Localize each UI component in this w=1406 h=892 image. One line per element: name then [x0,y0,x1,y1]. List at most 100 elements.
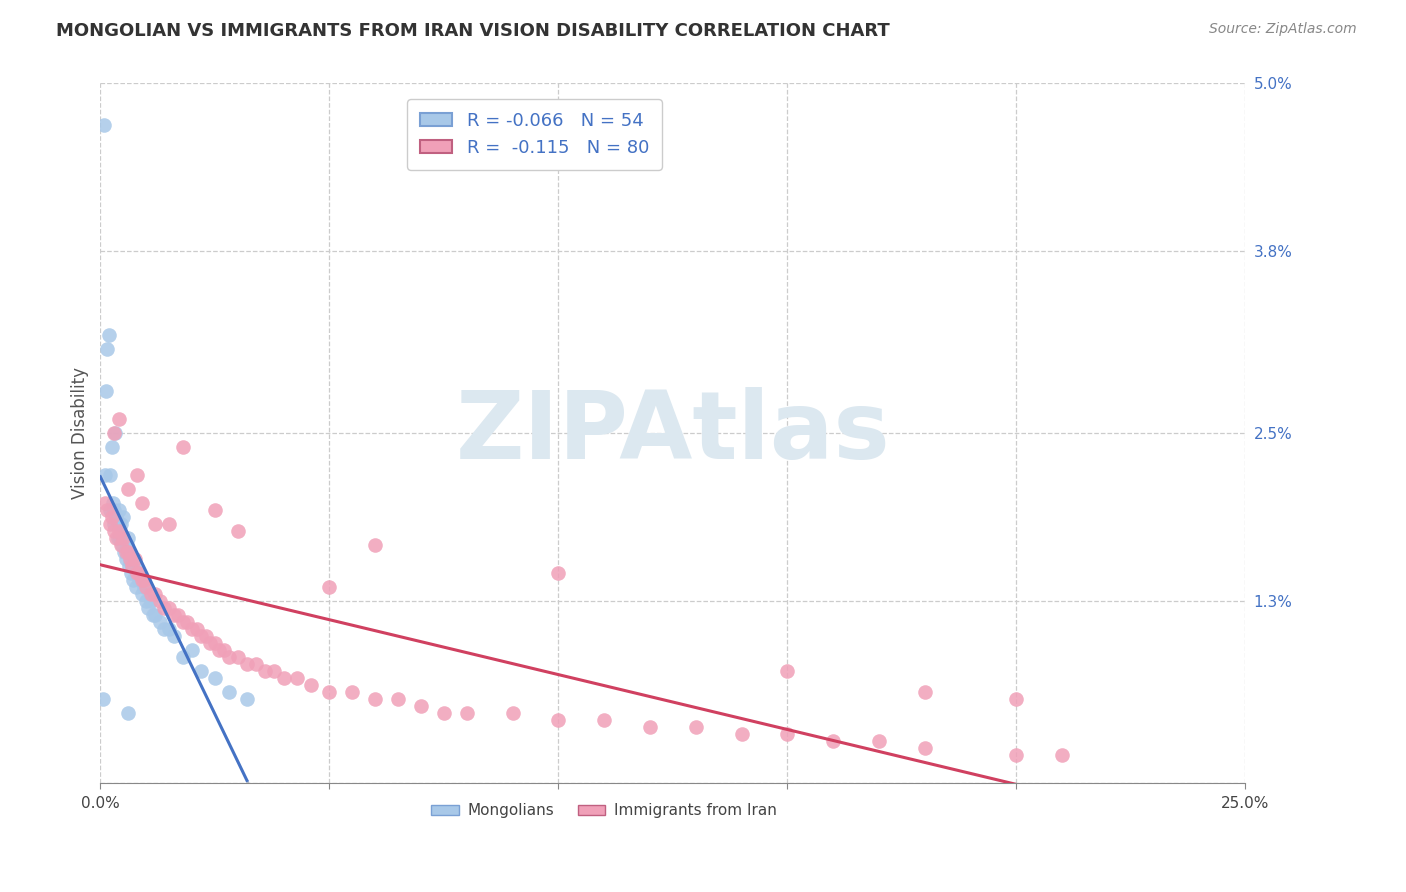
Point [285,671,308,685]
Point [190,629,212,643]
Point [103,426,125,441]
Point [96,343,118,357]
Point [138,601,160,615]
Point [114,545,136,559]
Point [120,552,142,566]
Point [139,594,162,608]
Point [149,594,172,608]
Point [98,517,121,532]
Point [364,538,387,552]
Point [157,601,180,615]
Point [914,741,936,756]
Point [131,573,153,587]
Point [263,664,285,678]
Point [117,482,139,496]
Point [176,615,198,629]
Point [172,615,194,629]
Point [236,657,259,672]
Point [172,650,194,665]
Point [103,524,125,538]
Point [107,517,129,532]
Point [112,531,135,545]
Point [236,692,259,706]
Point [121,559,143,574]
Point [153,622,176,636]
Point [125,580,148,594]
Point [112,510,135,524]
Point [125,566,148,581]
Point [502,706,524,720]
Point [124,552,146,566]
Point [157,622,180,636]
Point [110,517,132,532]
Point [121,566,143,581]
Point [273,671,295,685]
Point [104,426,127,441]
Point [103,517,125,532]
Point [914,685,936,699]
Point [186,622,208,636]
Y-axis label: Vision Disability: Vision Disability [72,368,89,500]
Point [776,664,799,678]
Point [110,538,132,552]
Point [194,629,217,643]
Point [117,545,139,559]
Point [128,573,150,587]
Point [93,119,115,133]
Point [125,566,148,581]
Point [124,559,146,574]
Point [112,545,135,559]
Point [94,384,117,399]
Point [105,510,128,524]
Point [181,622,204,636]
Point [132,580,155,594]
Point [101,496,124,510]
Point [97,328,120,343]
Text: ZIPAtlas: ZIPAtlas [456,387,890,479]
Point [387,692,409,706]
Point [364,692,387,706]
Point [167,608,190,623]
Point [142,608,165,623]
Point [108,531,131,545]
Point [128,566,150,581]
Point [245,657,267,672]
Point [111,538,134,552]
Point [94,468,117,483]
Point [730,727,752,741]
Point [1005,747,1028,762]
Point [226,650,249,665]
Point [105,531,128,545]
Point [101,440,124,454]
Point [115,538,138,552]
Point [318,580,340,594]
Point [226,524,249,538]
Point [117,545,139,559]
Point [1050,747,1073,762]
Point [101,510,124,524]
Point [593,713,616,727]
Point [149,615,172,629]
Text: MONGOLIAN VS IMMIGRANTS FROM IRAN VISION DISABILITY CORRELATION CHART: MONGOLIAN VS IMMIGRANTS FROM IRAN VISION… [56,22,890,40]
Point [547,713,569,727]
Legend: Mongolians, Immigrants from Iran: Mongolians, Immigrants from Iran [425,797,783,824]
Point [868,734,890,748]
Point [776,727,799,741]
Point [103,503,125,517]
Point [823,734,845,748]
Point [143,517,166,532]
Point [547,566,569,581]
Point [117,706,139,720]
Point [190,664,212,678]
Point [299,678,322,692]
Point [94,496,117,510]
Point [456,706,478,720]
Point [181,643,204,657]
Point [685,720,707,734]
Point [120,552,142,566]
Point [433,706,456,720]
Point [172,440,194,454]
Point [139,587,162,601]
Point [125,468,148,483]
Point [100,468,122,483]
